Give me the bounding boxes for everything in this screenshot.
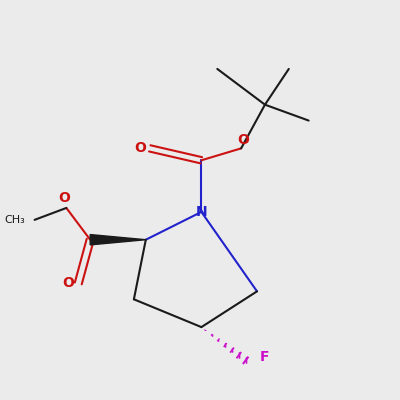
Text: O: O: [237, 133, 249, 147]
Text: F: F: [260, 350, 270, 364]
Text: O: O: [134, 141, 146, 155]
Text: O: O: [62, 276, 74, 290]
Text: CH₃: CH₃: [4, 215, 25, 225]
Polygon shape: [90, 234, 146, 245]
Text: O: O: [58, 191, 70, 205]
Text: N: N: [196, 205, 207, 219]
